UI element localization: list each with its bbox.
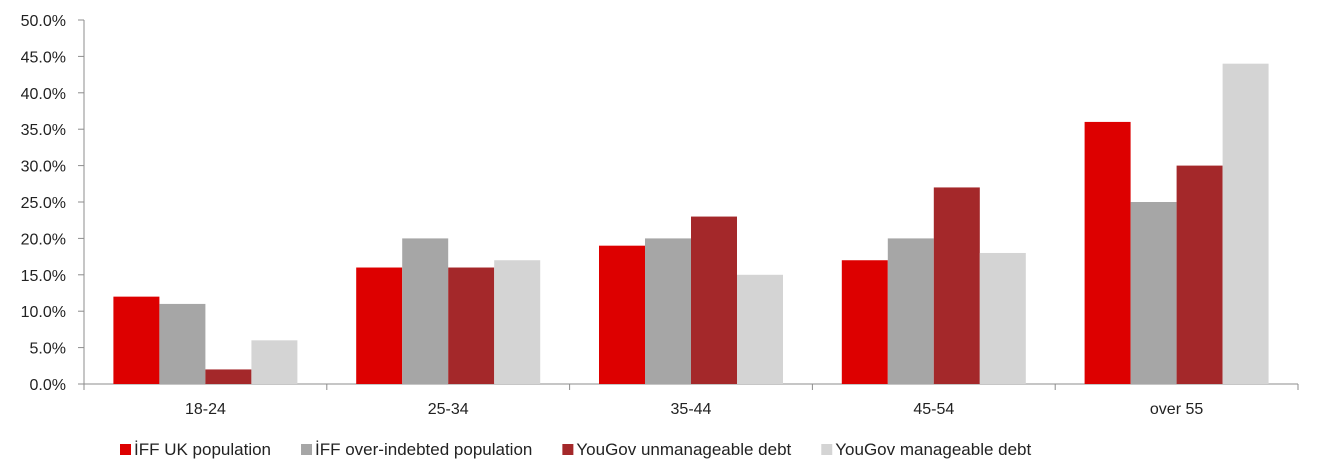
y-tick-label: 0.0% [30, 377, 66, 394]
bar [979, 252, 1026, 384]
bar [691, 216, 737, 384]
legend-swatch [301, 444, 313, 455]
y-tick-label: 20.0% [21, 231, 66, 248]
y-tick-label: 40.0% [21, 86, 66, 103]
legend-label: YouGov manageable debt [835, 440, 1031, 459]
bar [402, 238, 449, 384]
bar [356, 267, 403, 384]
bar [887, 238, 934, 384]
bars [113, 63, 1269, 385]
x-tick-label: 18-24 [185, 401, 226, 418]
y-axis: 0.0% 5.0% 10.0% 15.0% 20.0% 25.0% 30.0% 35.0% 40… [21, 13, 85, 394]
bar [205, 369, 252, 384]
x-tick-label: 45-54 [913, 401, 954, 418]
bar [933, 187, 980, 384]
x-tick-label: 25-34 [428, 401, 469, 418]
legend-item: YouGov manageable debt [821, 440, 1032, 459]
legend-label: İFF UK population [134, 440, 271, 459]
legend-swatch [821, 444, 833, 455]
bar [645, 238, 691, 384]
legend: İFF UK population İFF over-indebted popul… [120, 440, 1032, 459]
bar [251, 340, 298, 384]
legend-label: İFF over-indebted population [315, 440, 532, 459]
y-tick-label: 25.0% [21, 195, 66, 212]
bar [1176, 165, 1223, 384]
y-tick-label: 35.0% [21, 122, 66, 139]
y-tick-label: 30.0% [21, 159, 66, 176]
bar [841, 260, 888, 384]
y-tick-label: 50.0% [21, 13, 66, 30]
y-tick-label: 5.0% [30, 341, 66, 358]
bar [494, 260, 541, 384]
bar [113, 296, 160, 384]
bar [1084, 121, 1131, 385]
legend-label: YouGov unmanageable debt [576, 440, 791, 459]
legend-item: YouGov unmanageable debt [562, 440, 792, 459]
x-tick-label: 35-44 [671, 401, 712, 418]
bar [1130, 202, 1177, 384]
legend-swatch [562, 444, 574, 455]
bar [737, 274, 783, 384]
x-tick-label: over 55 [1150, 401, 1203, 418]
x-axis: 18-24 25-34 35-44 45-54 over 55 [83, 383, 1299, 418]
legend-swatch [120, 444, 131, 455]
legend-item: İFF UK population [120, 440, 271, 459]
bar [599, 245, 645, 384]
y-tick-label: 10.0% [21, 304, 66, 321]
y-tick-label: 45.0% [21, 49, 66, 66]
y-tick-label: 15.0% [21, 268, 66, 285]
bar [448, 267, 495, 384]
legend-item: İFF over-indebted population [301, 440, 532, 459]
bar [1222, 63, 1269, 385]
bar [159, 303, 206, 384]
